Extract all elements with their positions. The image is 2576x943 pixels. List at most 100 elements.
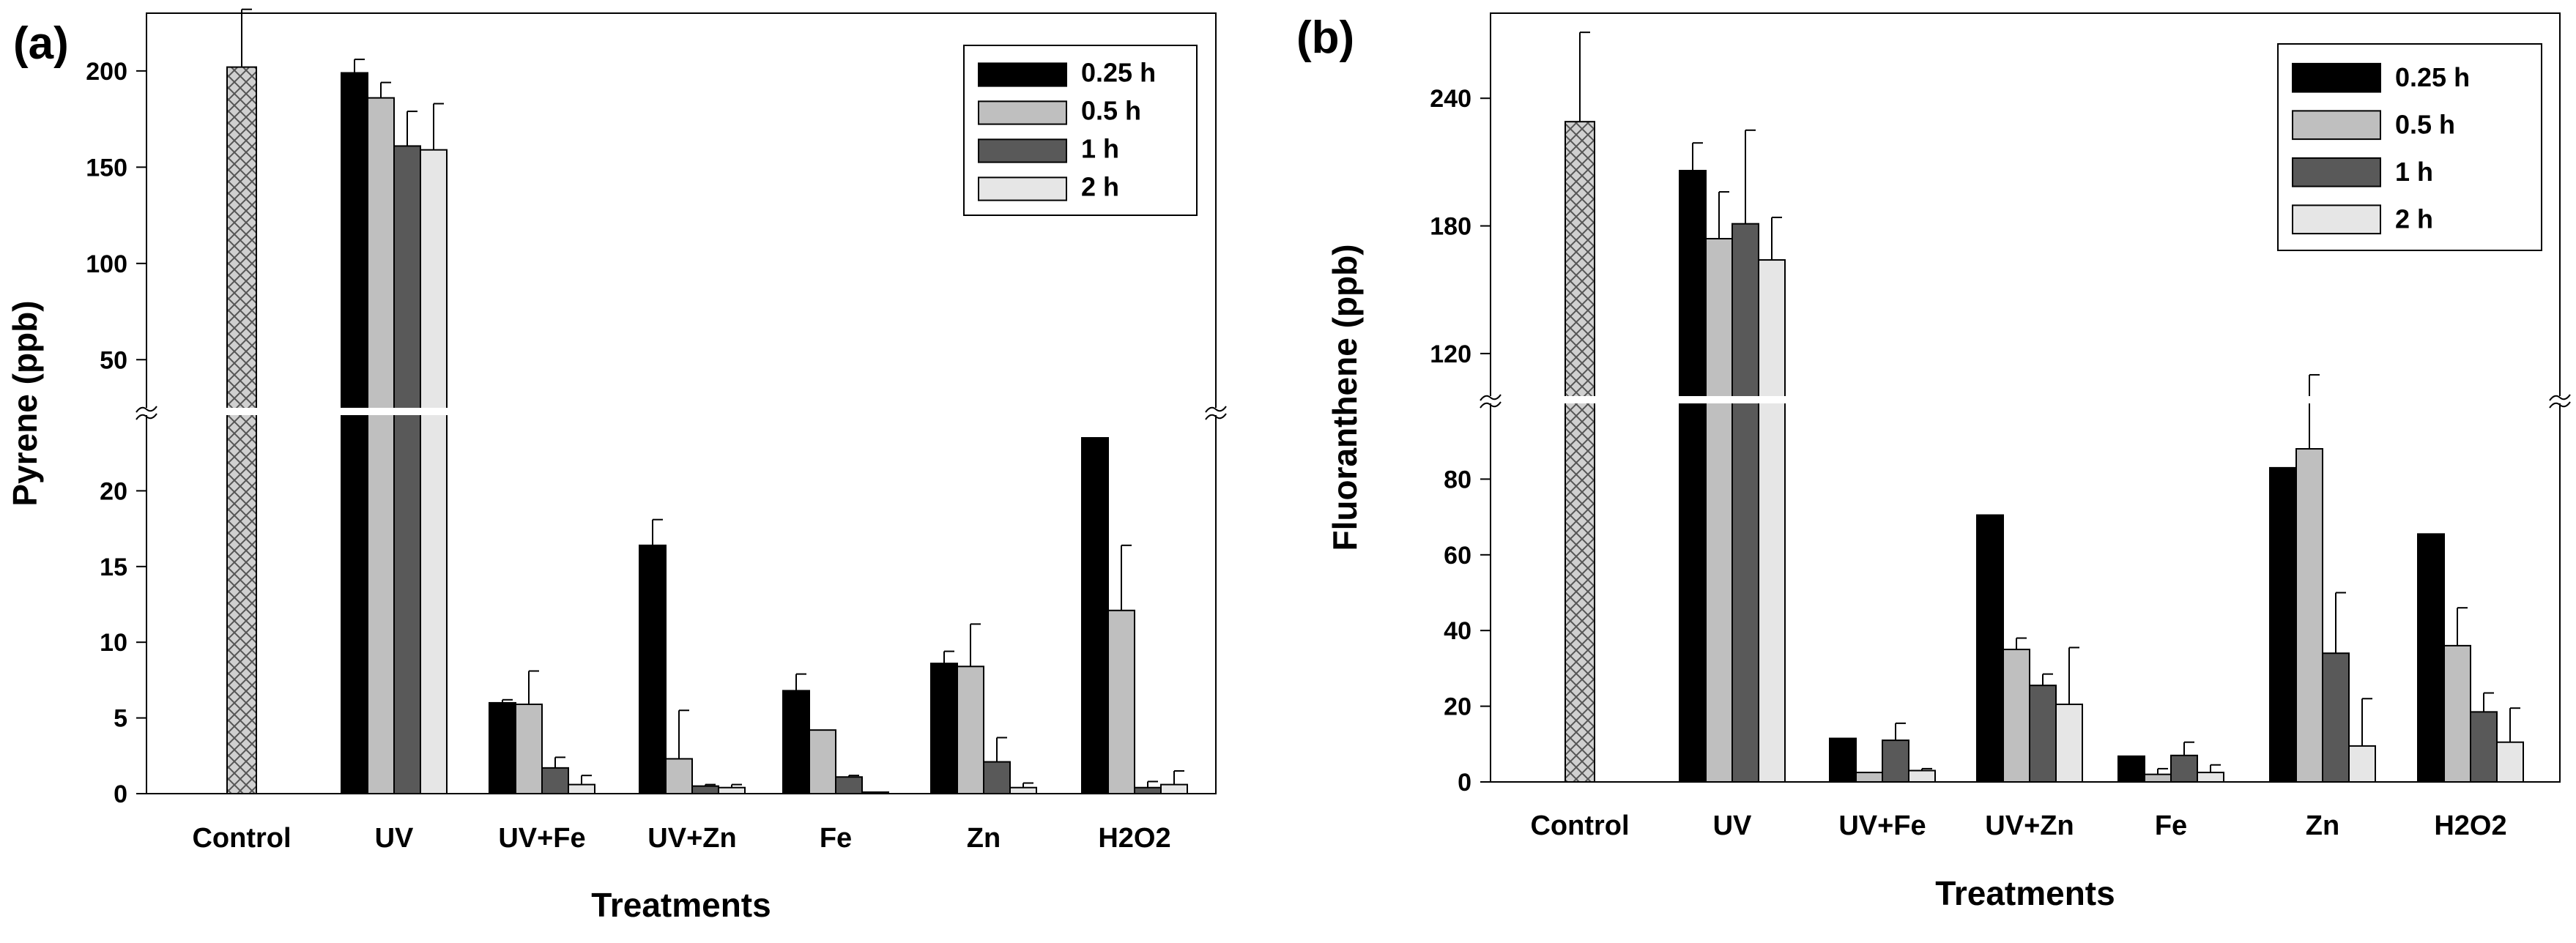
axis-break-mark: [1480, 394, 1502, 401]
bar-uv-0.5h: [1705, 237, 1733, 783]
bar-uv-fe-1h: [541, 767, 569, 794]
legend-swatch: [978, 176, 1067, 201]
axis-break-mark: [2549, 401, 2571, 409]
bar-uv-1h: [393, 145, 421, 795]
bar-zn-2h: [2348, 745, 2376, 783]
category-label: UV: [1713, 810, 1752, 841]
y-tick-label: 0: [1458, 769, 1471, 797]
legend-swatch: [978, 62, 1067, 87]
category-label: Control: [192, 823, 291, 854]
bar-uv-fe-0.25h: [489, 701, 516, 794]
legend: 0.25 h 0.5 h 1 h 2 h: [963, 45, 1198, 216]
bar-uv-2h: [420, 149, 448, 795]
axis-break-mark: [136, 406, 157, 413]
bar-zn-0.25h: [930, 663, 958, 794]
legend-label: 0.25 h: [1081, 57, 1156, 87]
chart-panel-a: 0 5 10 15 20 50 100 150 200 Control UV UV+Fe UV+Zn Fe…: [6, 8, 1238, 924]
y-tick-label: 180: [1430, 213, 1471, 241]
bar-fe-0.5h: [2144, 773, 2172, 783]
y-tick-label: 120: [1430, 340, 1471, 368]
y-tick-label: 200: [86, 58, 127, 86]
bar-uv-zn-0.25h: [1976, 514, 2004, 783]
legend-swatch: [2292, 110, 2381, 141]
x-axis-title: Treatments: [591, 886, 771, 924]
bar-uv-zn-1h: [2029, 685, 2057, 783]
category-label: Zn: [2306, 810, 2339, 841]
bar-h2o2-0.5h: [2443, 644, 2471, 783]
y-tick-label: 5: [114, 705, 127, 733]
bar-h2o2-0.25h: [2417, 533, 2445, 783]
bar-zn-1h: [983, 761, 1011, 795]
axis-break-gap: [1469, 396, 2576, 403]
bar-h2o2-1h: [2470, 711, 2498, 783]
axis-break-gap: [125, 408, 1238, 415]
bar-fe-0.5h: [809, 729, 836, 794]
y-tick-label: 80: [1444, 466, 1471, 493]
panel-label: (a): [13, 18, 69, 69]
legend-swatch: [2292, 62, 2381, 93]
legend-swatch: [978, 138, 1067, 163]
bar-uv-fe-0.25h: [1829, 737, 1857, 783]
bar-uv-0.25h: [341, 72, 368, 794]
bar-uv-2h: [1758, 259, 1786, 783]
bar-zn-2h: [1009, 786, 1037, 795]
legend-label: 2 h: [1081, 171, 1119, 201]
bar-uv-0.25h: [1679, 170, 1707, 783]
bar-uv-0.5h: [367, 97, 395, 794]
bar-h2o2-2h: [1160, 783, 1188, 795]
bar-uv-fe-2h: [1908, 769, 1936, 783]
bar-zn-1h: [2322, 652, 2350, 783]
axis-break-mark: [1205, 413, 1227, 420]
bar-fe-2h: [861, 791, 889, 795]
bar-h2o2-0.5h: [1107, 609, 1135, 794]
bar-fe-2h: [2197, 772, 2224, 783]
bar-control: [226, 66, 257, 795]
bar-uv-zn-0.5h: [665, 758, 693, 795]
y-tick-label: 50: [100, 346, 127, 374]
y-tick-label: 40: [1444, 617, 1471, 645]
bar-zn-0.5h: [2295, 448, 2323, 783]
category-label: UV+Fe: [1838, 810, 1926, 841]
axis-break-mark: [2549, 394, 2571, 401]
bar-h2o2-2h: [2496, 741, 2524, 783]
bar-uv-zn-1h: [691, 785, 719, 795]
y-tick-label: 240: [1430, 85, 1471, 113]
y-tick-label: 15: [100, 554, 127, 581]
axis-break-mark: [1480, 401, 1502, 409]
legend: 0.25 h 0.5 h 1 h 2 h: [2277, 43, 2542, 251]
bar-h2o2-0.25h: [1081, 437, 1109, 795]
x-axis-title: Treatments: [1935, 874, 2115, 912]
category-label: UV+Zn: [1985, 810, 2074, 841]
category-label: H2O2: [2434, 810, 2506, 841]
category-label: Control: [1530, 810, 1629, 841]
bar-uv-fe-1h: [1882, 739, 1909, 783]
legend-swatch: [2292, 157, 2381, 187]
y-tick-label: 100: [86, 250, 127, 278]
y-tick-label: 20: [1444, 693, 1471, 721]
bar-zn-0.5h: [957, 666, 984, 795]
y-tick-label: 0: [114, 780, 127, 808]
bar-fe-1h: [835, 776, 863, 794]
bar-fe-0.25h: [2117, 755, 2145, 783]
bar-uv-zn-2h: [2055, 704, 2083, 783]
bar-uv-zn-0.25h: [639, 544, 667, 795]
bar-uv-fe-0.5h: [1855, 772, 1883, 783]
legend-label: 0.5 h: [1081, 95, 1141, 125]
bar-uv-zn-0.5h: [2002, 649, 2030, 783]
category-label: UV: [375, 823, 414, 854]
bar-uv-fe-0.5h: [515, 703, 543, 794]
legend-swatch: [2292, 204, 2381, 235]
category-label: UV+Zn: [647, 823, 736, 854]
axis-break-mark: [136, 413, 157, 420]
bar-uv-zn-2h: [718, 786, 746, 795]
y-tick-label: 150: [86, 154, 127, 182]
bar-fe-1h: [2170, 754, 2198, 783]
bar-control: [1564, 121, 1595, 783]
y-tick-label: 20: [100, 477, 127, 505]
legend-label: 2 h: [2395, 204, 2433, 234]
category-label: Zn: [967, 823, 1001, 854]
legend-label: 0.25 h: [2395, 62, 2470, 92]
bar-uv-1h: [1731, 223, 1759, 783]
